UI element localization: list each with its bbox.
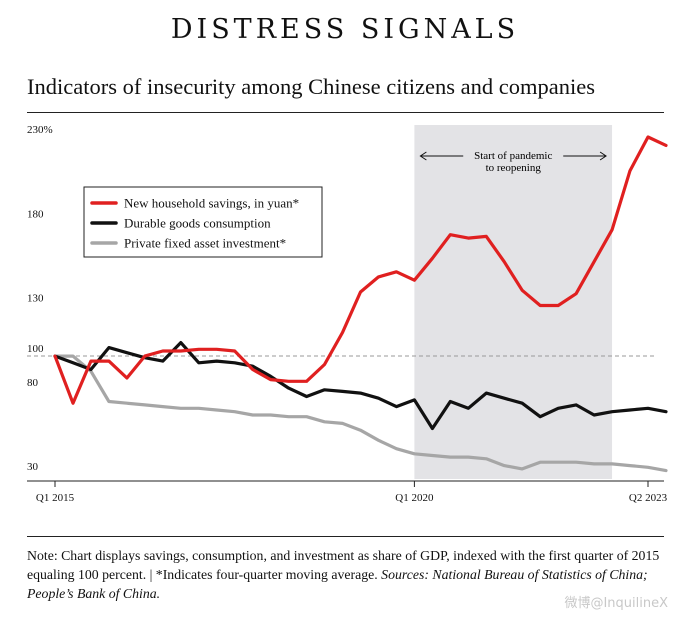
series-line-2 xyxy=(53,354,668,473)
chart-headline: DISTRESS SIGNALS xyxy=(170,14,520,45)
legend-box xyxy=(83,186,323,258)
annotation-arrowhead-left xyxy=(419,151,427,161)
legend: New household savings, in yuan* Durable g… xyxy=(83,186,323,258)
chart-note: Note: Chart displays savings, consumptio… xyxy=(27,546,663,603)
y-tick-label: 100 xyxy=(27,343,44,355)
legend-label: Durable goods consumption xyxy=(124,216,271,231)
line-chart: Start of pandemic to reopening 230% 180 13… xyxy=(27,124,668,504)
annotation-arrowhead-right xyxy=(599,151,607,161)
annotation-text-line1: Start of pandemic xyxy=(474,150,552,162)
legend-label: Private fixed asset investment* xyxy=(124,236,286,251)
shaded-region-annotation: Start of pandemic to reopening xyxy=(419,150,607,174)
y-tick-label: 80 xyxy=(27,377,39,389)
pandemic-shaded-region xyxy=(414,125,613,479)
note-sources: Sources: National Bureau of Statistics o… xyxy=(27,567,648,601)
series-line-0 xyxy=(53,135,668,405)
note-text: Note: Chart displays savings, consumptio… xyxy=(27,548,660,582)
x-tick-label: Q2 2023 xyxy=(629,492,668,504)
y-tick-label: 30 xyxy=(27,461,39,473)
x-tick-label: Q1 2015 xyxy=(36,492,75,504)
series-lines xyxy=(53,135,668,473)
x-tick-label: Q1 2020 xyxy=(395,492,434,504)
legend-label: New household savings, in yuan* xyxy=(124,196,299,211)
y-tick-label: 180 xyxy=(27,208,44,220)
y-tick-label: 230% xyxy=(27,124,53,136)
bottom-rule xyxy=(27,536,664,537)
watermark: 微博@InquilineX xyxy=(564,596,668,611)
top-rule xyxy=(27,112,664,113)
series-line-1 xyxy=(53,341,668,431)
y-axis: 230% 180 130 100 80 30 xyxy=(27,124,53,473)
x-axis: Q1 2015 Q1 2020 Q2 2023 xyxy=(36,481,668,504)
y-tick-label: 130 xyxy=(27,293,44,305)
chart-subtitle: Indicators of insecurity among Chinese c… xyxy=(27,74,595,99)
annotation-text-line2: to reopening xyxy=(486,162,542,174)
